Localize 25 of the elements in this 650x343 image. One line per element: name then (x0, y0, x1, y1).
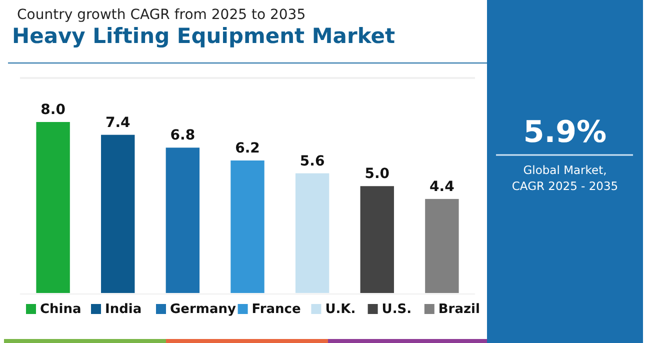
chart-subtitle: Country growth CAGR from 2025 to 2035 (17, 7, 306, 23)
x-tick-label: U.K. (325, 302, 356, 317)
x-tick-label: India (105, 302, 142, 317)
bar (360, 186, 394, 293)
data-label: 6.8 (170, 128, 196, 144)
bar (425, 198, 459, 293)
x-tick-label: Brazil (438, 302, 480, 317)
chart-title: Heavy Lifting Equipment Market (12, 24, 396, 48)
bar (101, 134, 135, 293)
x-tick-label: China (40, 302, 82, 317)
data-label: 5.6 (300, 153, 325, 170)
data-label: 7.4 (105, 114, 131, 131)
data-label: 8.0 (40, 102, 66, 118)
bar (295, 173, 330, 293)
data-label: 4.4 (430, 178, 455, 195)
bar (230, 160, 264, 293)
bar (166, 148, 200, 293)
data-label: 5.0 (364, 166, 390, 182)
text: Global Market, CAGR 2025 - 2035 (512, 163, 618, 193)
bar (36, 122, 70, 293)
x-tick-label: France (252, 302, 301, 317)
data-label: 6.2 (235, 140, 260, 156)
x-tick-label: Germany (170, 302, 236, 317)
text: 5.9% (523, 115, 607, 150)
x-tick-label: U.S. (382, 302, 412, 317)
